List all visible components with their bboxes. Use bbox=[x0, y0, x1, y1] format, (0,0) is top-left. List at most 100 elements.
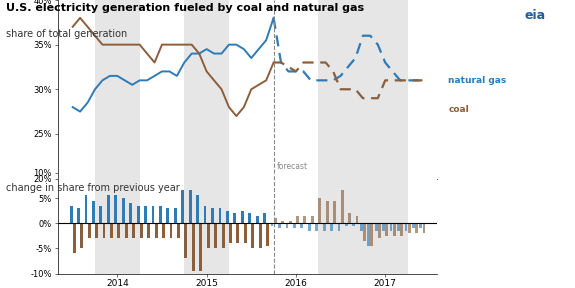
Bar bbox=[408, 223, 411, 233]
Bar bbox=[95, 173, 140, 274]
Bar bbox=[397, 223, 400, 231]
Bar bbox=[114, 196, 117, 223]
Bar bbox=[122, 198, 125, 223]
Bar bbox=[300, 223, 303, 228]
Bar bbox=[345, 223, 348, 226]
Bar bbox=[185, 173, 229, 274]
Bar bbox=[251, 223, 254, 248]
Bar bbox=[229, 223, 232, 243]
Text: eia: eia bbox=[524, 9, 545, 22]
Bar bbox=[200, 223, 202, 271]
Bar bbox=[412, 223, 415, 228]
Bar bbox=[393, 223, 396, 236]
Bar bbox=[196, 196, 199, 223]
Bar bbox=[181, 190, 184, 223]
Bar bbox=[166, 208, 169, 223]
Bar bbox=[271, 223, 274, 226]
Bar bbox=[95, 223, 98, 238]
Bar bbox=[236, 223, 239, 243]
Bar bbox=[137, 206, 140, 223]
Text: share of total generation: share of total generation bbox=[6, 29, 127, 39]
Bar bbox=[334, 200, 336, 223]
Bar bbox=[95, 0, 140, 179]
Bar bbox=[117, 223, 120, 238]
Bar bbox=[263, 213, 266, 223]
Bar bbox=[341, 190, 344, 223]
Bar bbox=[170, 223, 172, 238]
Bar bbox=[405, 223, 408, 231]
Bar bbox=[355, 216, 358, 223]
Bar bbox=[226, 211, 229, 223]
Bar bbox=[110, 223, 113, 238]
Bar bbox=[102, 223, 105, 238]
Bar bbox=[330, 223, 333, 231]
Bar bbox=[92, 200, 95, 223]
Bar bbox=[159, 206, 162, 223]
Bar bbox=[293, 223, 296, 228]
Bar bbox=[385, 223, 388, 236]
Bar bbox=[382, 223, 385, 231]
Bar bbox=[204, 206, 206, 223]
Bar bbox=[323, 223, 325, 231]
Bar bbox=[378, 223, 381, 238]
Bar bbox=[177, 223, 180, 238]
Bar bbox=[214, 223, 217, 248]
Bar bbox=[155, 223, 158, 238]
Bar bbox=[363, 223, 366, 241]
Bar bbox=[152, 206, 155, 223]
Text: forecast: forecast bbox=[277, 162, 308, 171]
Bar bbox=[266, 223, 269, 246]
Bar bbox=[192, 223, 195, 271]
Bar bbox=[144, 206, 147, 223]
Text: U.S. electricity generation fueled by coal and natural gas: U.S. electricity generation fueled by co… bbox=[6, 3, 364, 13]
Bar bbox=[248, 213, 251, 223]
Bar bbox=[77, 208, 80, 223]
Bar bbox=[185, 0, 229, 179]
Bar bbox=[99, 206, 102, 223]
Bar bbox=[241, 211, 244, 223]
Bar bbox=[352, 223, 355, 226]
Bar bbox=[419, 223, 422, 228]
Bar bbox=[222, 223, 224, 248]
Bar bbox=[147, 223, 150, 238]
Bar bbox=[348, 213, 351, 223]
Bar bbox=[289, 221, 292, 223]
Bar bbox=[315, 223, 318, 231]
Bar bbox=[274, 218, 277, 223]
Bar bbox=[311, 216, 314, 223]
Text: natural gas: natural gas bbox=[448, 76, 507, 85]
Bar bbox=[85, 196, 87, 223]
Bar bbox=[423, 223, 426, 233]
Bar bbox=[318, 0, 363, 179]
Bar bbox=[286, 223, 288, 228]
Bar bbox=[415, 223, 418, 233]
Bar bbox=[338, 223, 340, 231]
Bar bbox=[400, 223, 403, 236]
Bar bbox=[363, 0, 408, 179]
Bar bbox=[304, 216, 306, 223]
Bar bbox=[308, 223, 310, 231]
Bar bbox=[107, 196, 110, 223]
Bar bbox=[367, 223, 370, 246]
Bar bbox=[256, 216, 259, 223]
Bar bbox=[370, 223, 373, 246]
Bar bbox=[259, 223, 262, 248]
Bar bbox=[88, 223, 91, 238]
Bar bbox=[125, 223, 128, 238]
Bar bbox=[278, 223, 281, 228]
Bar bbox=[390, 223, 393, 231]
Bar bbox=[281, 221, 284, 223]
Bar bbox=[360, 223, 363, 231]
Bar bbox=[296, 216, 299, 223]
Bar bbox=[70, 206, 72, 223]
Bar bbox=[218, 208, 221, 223]
Bar bbox=[319, 198, 321, 223]
Bar bbox=[207, 223, 210, 248]
Bar bbox=[140, 223, 143, 238]
Text: coal: coal bbox=[448, 105, 469, 114]
Bar bbox=[244, 223, 247, 243]
Bar bbox=[375, 223, 378, 231]
Bar bbox=[129, 203, 132, 223]
Text: change in share from previous year: change in share from previous year bbox=[6, 183, 179, 193]
Bar bbox=[318, 173, 363, 274]
